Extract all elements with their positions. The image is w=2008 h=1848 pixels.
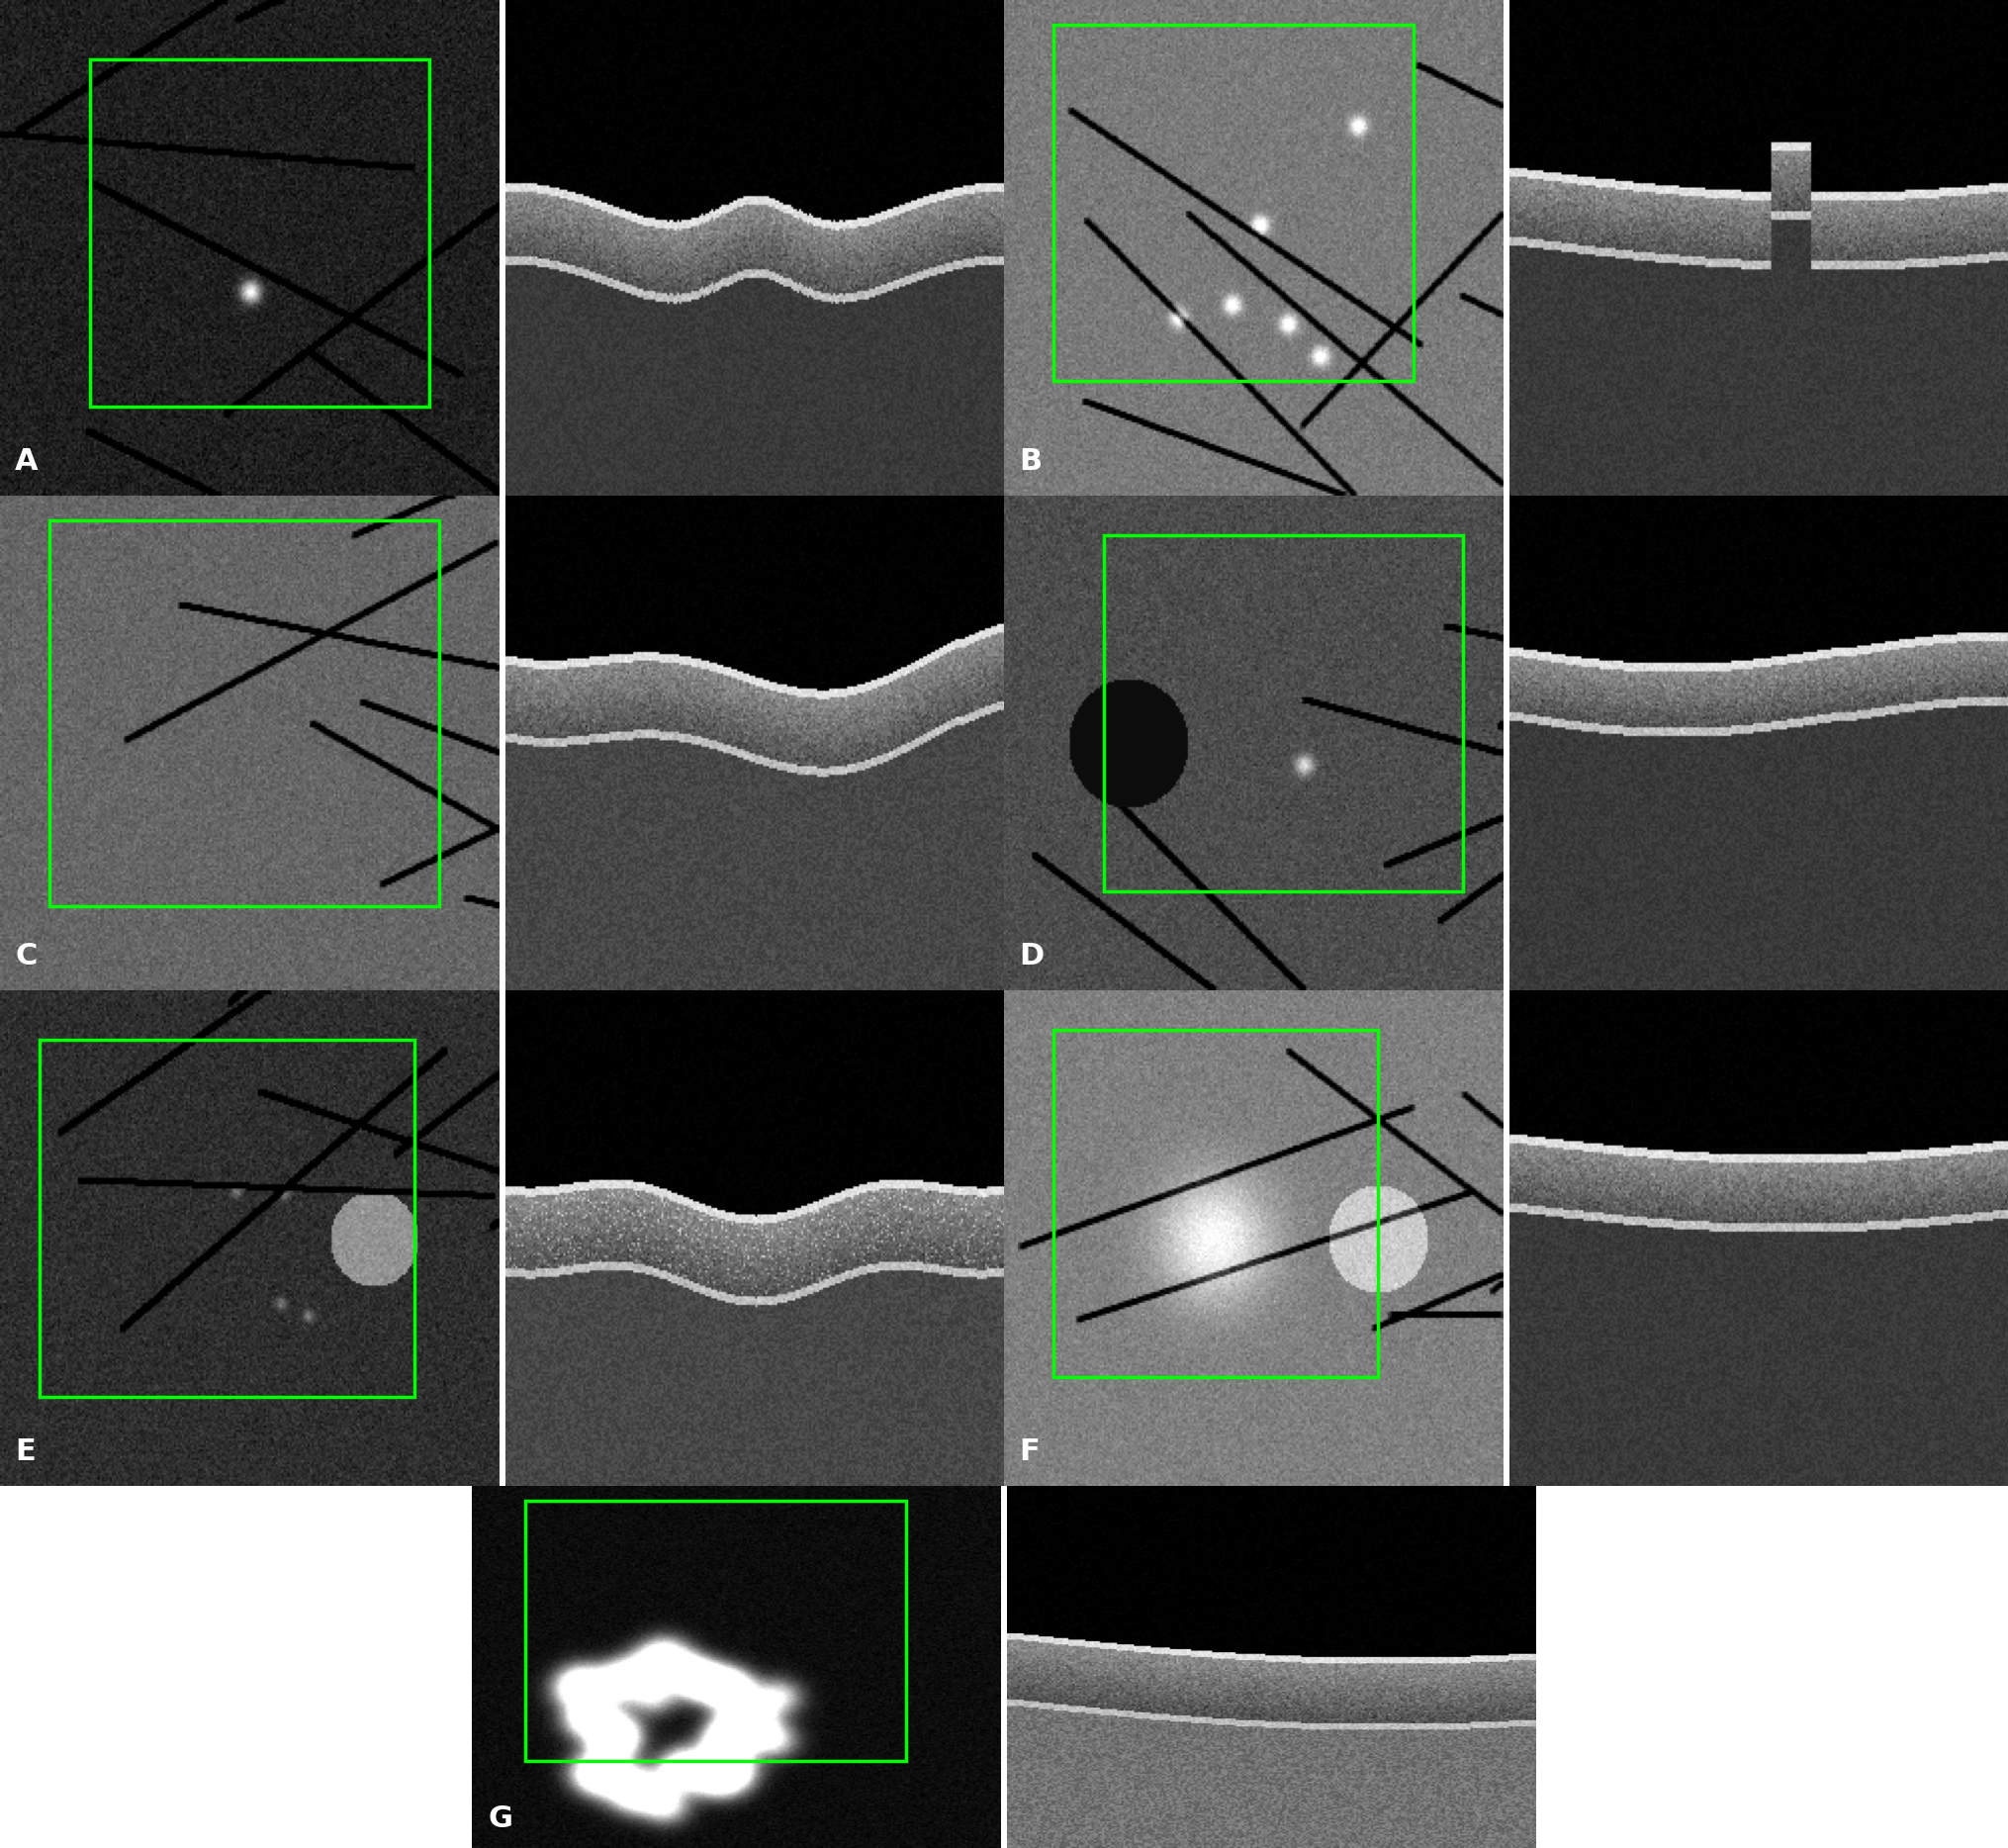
- Text: G: G: [488, 1805, 512, 1833]
- Bar: [1104, 534, 1464, 891]
- Text: C: C: [14, 942, 36, 970]
- Text: D: D: [1018, 942, 1044, 970]
- Text: F: F: [1018, 1438, 1040, 1465]
- Bar: [524, 1501, 906, 1761]
- Bar: [90, 59, 430, 407]
- Bar: [40, 1040, 414, 1397]
- Bar: [1054, 24, 1414, 381]
- Bar: [50, 519, 440, 906]
- Text: A: A: [14, 447, 38, 475]
- Text: E: E: [14, 1438, 36, 1465]
- Bar: [1054, 1029, 1377, 1377]
- Text: B: B: [1018, 447, 1042, 475]
